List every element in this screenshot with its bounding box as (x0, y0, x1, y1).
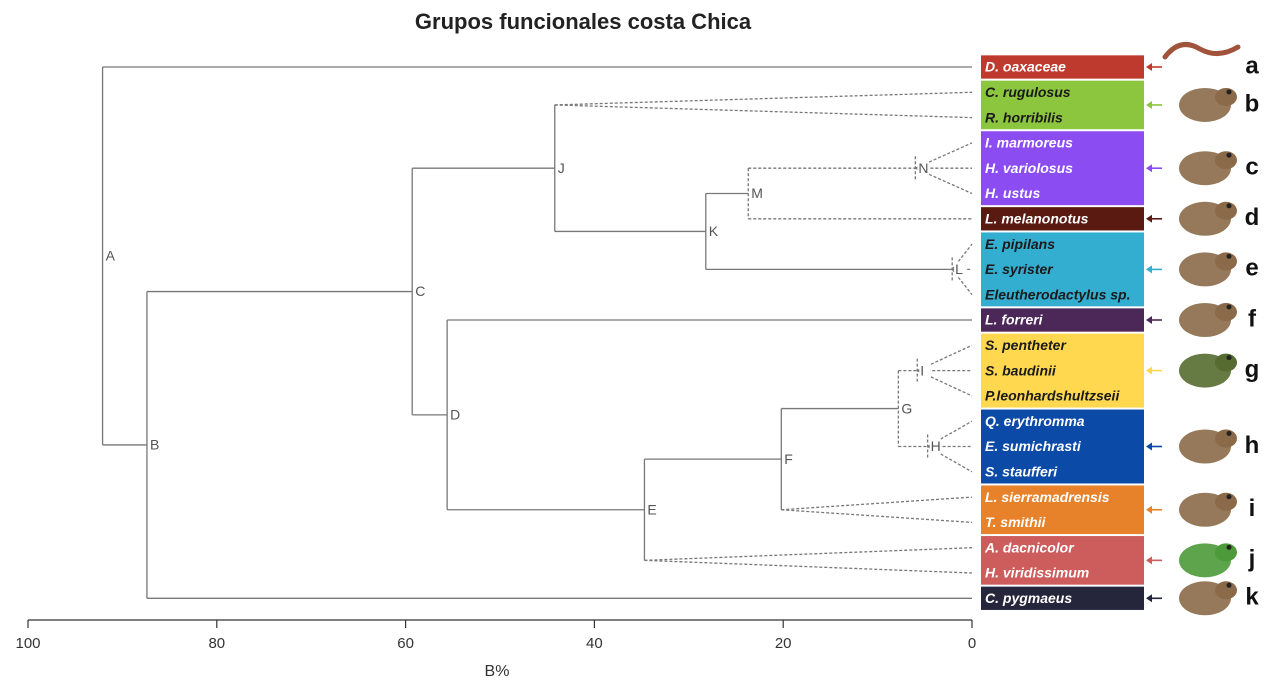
fan-edge (781, 510, 972, 523)
node-label: L (955, 261, 963, 277)
worm-image (1165, 45, 1238, 58)
node-label: G (901, 400, 912, 416)
leaf-label: C. pygmaeus (985, 590, 1072, 606)
frog-eye (1227, 305, 1232, 310)
leaf-label: L. sierramadrensis (985, 489, 1110, 505)
x-axis-label: B% (485, 663, 510, 680)
frog-eye (1227, 254, 1232, 259)
frog-head (1215, 303, 1237, 321)
node-label: H (931, 438, 941, 454)
frog-head (1215, 202, 1237, 220)
chart-title: Grupos funcionales costa Chica (415, 9, 752, 34)
group-letter: k (1245, 584, 1259, 611)
frog-eye (1227, 431, 1232, 436)
frog-head (1215, 430, 1237, 448)
leaf-label: D. oaxaceae (985, 59, 1066, 75)
group-letter: f (1248, 305, 1257, 332)
leaf-label: C. rugulosus (985, 84, 1071, 100)
leaf-label: Q. erythromma (985, 413, 1085, 429)
node-label: J (558, 160, 565, 176)
leaf-label: L. forreri (985, 312, 1044, 328)
arrow-head (1146, 164, 1152, 172)
leaf-label: P.leonhardshultzseii (985, 388, 1120, 404)
leaf-label: E. pipilans (985, 236, 1055, 252)
leaf-label: Eleutherodactylus sp. (985, 286, 1130, 302)
group-letter: b (1245, 90, 1260, 117)
group-letter: i (1249, 495, 1256, 522)
leaf-label: E. syrister (985, 261, 1054, 277)
node-label: K (709, 223, 719, 239)
group-letter: h (1245, 432, 1260, 459)
group-letter: d (1245, 204, 1260, 231)
x-tick-label: 80 (208, 635, 225, 652)
fan-edge (781, 497, 972, 510)
fan-edge (644, 560, 972, 573)
arrow-head (1146, 101, 1152, 109)
x-tick-label: 0 (968, 635, 976, 652)
x-tick-label: 100 (15, 635, 40, 652)
group-letter: c (1245, 154, 1258, 181)
arrow-head (1146, 265, 1152, 273)
leaf-label: S. pentheter (985, 337, 1067, 353)
frog-eye (1227, 89, 1232, 94)
group-letter: g (1245, 356, 1260, 383)
frog-head (1215, 543, 1237, 561)
node-label: D (450, 407, 460, 423)
node-label: A (106, 248, 116, 264)
arrow-head (1146, 506, 1152, 514)
frog-eye (1227, 583, 1232, 588)
node-label: I (920, 362, 924, 378)
leaf-label: I. marmoreus (985, 135, 1073, 151)
arrow-head (1146, 594, 1152, 602)
node-label: C (415, 283, 425, 299)
fan-edge (555, 105, 972, 118)
frog-head (1215, 354, 1237, 372)
frog-eye (1227, 153, 1232, 158)
frog-head (1215, 252, 1237, 270)
frog-eye (1227, 545, 1232, 550)
arrow-head (1146, 63, 1152, 71)
node-label: B (150, 437, 159, 453)
node-label: E (647, 501, 656, 517)
leaf-label: H. ustus (985, 185, 1040, 201)
node-label: M (751, 185, 763, 201)
node-label: N (918, 160, 928, 176)
fan-edge (644, 548, 972, 561)
group-letter: e (1245, 255, 1258, 282)
x-tick-label: 60 (397, 635, 414, 652)
frog-eye (1227, 203, 1232, 208)
leaf-label: H. viridissimum (985, 565, 1089, 581)
frog-head (1215, 493, 1237, 511)
chart: Grupos funcionales costa Chica B% 100 80 6… (0, 0, 1274, 683)
node-label: F (784, 451, 793, 467)
frog-head (1215, 151, 1237, 169)
leaf-label: S. staufferi (985, 464, 1058, 480)
frog-head (1215, 88, 1237, 106)
arrow-head (1146, 367, 1152, 375)
leaf-label: L. melanonotus (985, 211, 1089, 227)
leaf-label: T. smithii (985, 514, 1047, 530)
leaf-label: S. baudinii (985, 362, 1057, 378)
frog-eye (1227, 355, 1232, 360)
leaf-label: E. sumichrasti (985, 438, 1082, 454)
group-letter: j (1248, 546, 1256, 573)
fan-edge (555, 92, 972, 105)
x-tick-label: 40 (586, 635, 603, 652)
group-letter: a (1245, 52, 1259, 79)
leaf-label: R. horribilis (985, 109, 1063, 125)
frog-head (1215, 581, 1237, 599)
leaf-label: A. dacnicolor (984, 539, 1075, 555)
x-tick-label: 20 (775, 635, 792, 652)
arrow-head (1146, 316, 1152, 324)
arrow-head (1146, 556, 1152, 564)
leaf-label: H. variolosus (985, 160, 1073, 176)
arrow-head (1146, 443, 1152, 451)
frog-eye (1227, 494, 1232, 499)
arrow-head (1146, 215, 1152, 223)
